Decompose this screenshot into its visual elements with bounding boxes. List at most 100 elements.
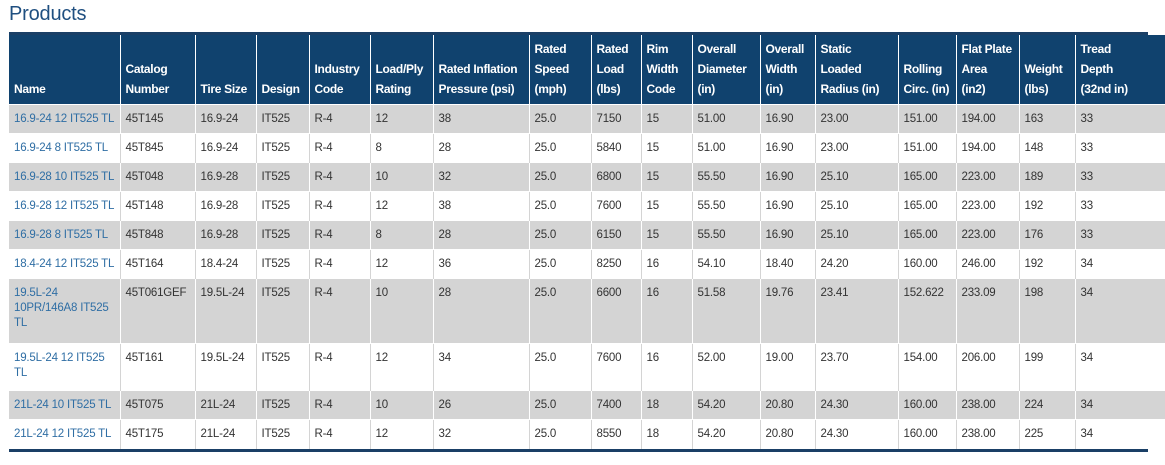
column-header-rim-width-code[interactable]: Rim Width Code: [641, 35, 693, 105]
column-header-label: Design: [261, 82, 301, 96]
column-header-overall-width[interactable]: Overall Width (in): [760, 35, 816, 105]
cell-rolling-circ: 154.00: [898, 343, 957, 391]
cell-overall-diameter: 51.00: [692, 133, 761, 163]
column-header-industry-code[interactable]: Industry Code: [309, 35, 371, 105]
cell-catalog-number: 45T175: [120, 419, 196, 449]
cell-flat-plate-area: 194.00: [956, 133, 1020, 163]
cell-overall-width: 16.90: [760, 191, 816, 221]
table-row[interactable]: 16.9-28 8 IT525 TL 45T848 16.9-28 IT525 R-4 8…: [9, 220, 1165, 250]
table-row[interactable]: 16.9-24 8 IT525 TL 45T845 16.9-24 IT525 R-4 8…: [9, 133, 1165, 163]
cell-catalog-number: 45T161: [120, 343, 196, 391]
column-header-label: (32nd in): [1080, 82, 1129, 96]
cell-overall-width: 16.90: [760, 133, 816, 163]
column-header-load-ply-rating[interactable]: Load/Ply Rating: [370, 35, 434, 105]
column-header-rated-load[interactable]: Rated Load (lbs): [591, 35, 642, 105]
table-row[interactable]: 16.9-24 12 IT525 TL 45T145 16.9-24 IT525 R-4…: [9, 104, 1165, 134]
cell-rated-inflation-pressure: 38: [433, 104, 530, 134]
cell-catalog-number: 45T148: [120, 191, 196, 221]
cell-load-ply-rating: 12: [370, 191, 434, 221]
product-name-link[interactable]: 16.9-28 10 IT525 TL: [9, 162, 121, 192]
column-header-rolling-circ[interactable]: Rolling Circ. (in): [898, 35, 957, 105]
product-name-link[interactable]: 21L-24 10 IT525 TL: [9, 390, 121, 420]
cell-load-ply-rating: 12: [370, 249, 434, 279]
column-header-flat-plate-area[interactable]: Flat Plate Area (in2): [956, 35, 1020, 105]
column-header-label: Rim: [646, 42, 669, 56]
column-header-name[interactable]: Name: [9, 35, 121, 105]
cell-tread-depth: 34: [1075, 343, 1165, 391]
product-name-link[interactable]: 19.5L-24 12 IT525 TL: [9, 343, 121, 391]
cell-rolling-circ: 165.00: [898, 220, 957, 250]
cell-tread-depth: 33: [1075, 220, 1165, 250]
cell-rated-inflation-pressure: 28: [433, 278, 530, 344]
cell-rated-load: 8550: [591, 419, 642, 449]
product-name-link[interactable]: 16.9-28 12 IT525 TL: [9, 191, 121, 221]
cell-tread-depth: 33: [1075, 191, 1165, 221]
cell-weight: 199: [1019, 343, 1076, 391]
column-header-label: Rated Inflation: [438, 62, 518, 76]
cell-overall-diameter: 51.58: [692, 278, 761, 344]
cell-load-ply-rating: 10: [370, 278, 434, 344]
cell-tire-size: 21L-24: [195, 419, 257, 449]
column-header-label: Name: [14, 82, 46, 96]
cell-overall-diameter: 54.20: [692, 390, 761, 420]
table-row[interactable]: 19.5L-24 10PR/146A8 IT525 TL 45T061GEF 19.…: [9, 278, 1165, 344]
table-row[interactable]: 16.9-28 12 IT525 TL 45T148 16.9-28 IT525 R-4…: [9, 191, 1165, 221]
cell-flat-plate-area: 233.09: [956, 278, 1020, 344]
column-header-label: Radius (in): [820, 82, 880, 96]
product-name-link[interactable]: 21L-24 12 IT525 TL: [9, 419, 121, 449]
column-header-tire-size[interactable]: Tire Size: [195, 35, 257, 105]
column-header-catalog-number[interactable]: Catalog Number: [120, 35, 196, 105]
product-name-link[interactable]: 16.9-28 8 IT525 TL: [9, 220, 121, 250]
cell-rated-inflation-pressure: 28: [433, 133, 530, 163]
cell-industry-code: R-4: [309, 390, 371, 420]
column-header-weight[interactable]: Weight (lbs): [1019, 35, 1076, 105]
column-header-label: Code: [646, 82, 676, 96]
table-row[interactable]: 18.4-24 12 IT525 TL 45T164 18.4-24 IT525 R-4…: [9, 249, 1165, 279]
table-row[interactable]: 21L-24 12 IT525 TL 45T175 21L-24 IT525 R-4 12…: [9, 419, 1165, 449]
cell-rated-speed: 25.0: [529, 162, 592, 192]
cell-tire-size: 16.9-24: [195, 133, 257, 163]
column-header-label: Code: [314, 82, 344, 96]
column-header-label: Rating: [375, 82, 412, 96]
cell-overall-diameter: 55.50: [692, 162, 761, 192]
cell-rated-speed: 25.0: [529, 390, 592, 420]
cell-rated-load: 6800: [591, 162, 642, 192]
cell-rated-inflation-pressure: 32: [433, 419, 530, 449]
cell-design: IT525: [256, 104, 310, 134]
column-header-static-loaded-radius[interactable]: Static Loaded Radius (in): [815, 35, 899, 105]
cell-industry-code: R-4: [309, 343, 371, 391]
cell-rolling-circ: 152.622: [898, 278, 957, 344]
column-header-label: Pressure (psi): [438, 82, 515, 96]
cell-overall-diameter: 55.50: [692, 220, 761, 250]
cell-overall-width: 20.80: [760, 419, 816, 449]
column-header-design[interactable]: Design: [256, 35, 310, 105]
cell-catalog-number: 45T848: [120, 220, 196, 250]
column-header-overall-diameter[interactable]: Overall Diameter (in): [692, 35, 761, 105]
column-header-rated-speed[interactable]: Rated Speed (mph): [529, 35, 592, 105]
cell-rated-load: 8250: [591, 249, 642, 279]
cell-rated-load: 7600: [591, 343, 642, 391]
cell-overall-width: 20.80: [760, 390, 816, 420]
cell-rim-width-code: 16: [641, 343, 693, 391]
column-header-label: Static: [820, 42, 852, 56]
column-header-label: (mph): [534, 82, 567, 96]
product-name-link[interactable]: 16.9-24 12 IT525 TL: [9, 104, 121, 134]
product-name-link[interactable]: 18.4-24 12 IT525 TL: [9, 249, 121, 279]
cell-overall-diameter: 55.50: [692, 191, 761, 221]
product-name-link[interactable]: 19.5L-24 10PR/146A8 IT525 TL: [9, 278, 121, 344]
cell-industry-code: R-4: [309, 419, 371, 449]
cell-tire-size: 19.5L-24: [195, 278, 257, 344]
cell-rim-width-code: 16: [641, 249, 693, 279]
table-row[interactable]: 16.9-28 10 IT525 TL 45T048 16.9-28 IT525 R-4…: [9, 162, 1165, 192]
table-row[interactable]: 21L-24 10 IT525 TL 45T075 21L-24 IT525 R-4 10…: [9, 390, 1165, 420]
column-header-tread-depth[interactable]: Tread Depth (32nd in): [1075, 35, 1165, 105]
column-header-rated-inflation-pressure[interactable]: Rated Inflation Pressure (psi): [433, 35, 530, 105]
cell-flat-plate-area: 238.00: [956, 390, 1020, 420]
column-header-label: Diameter: [697, 62, 747, 76]
cell-overall-width: 19.76: [760, 278, 816, 344]
cell-industry-code: R-4: [309, 133, 371, 163]
table-row[interactable]: 19.5L-24 12 IT525 TL 45T161 19.5L-24 IT525 R…: [9, 343, 1165, 391]
product-name-link[interactable]: 16.9-24 8 IT525 TL: [9, 133, 121, 163]
cell-overall-width: 18.40: [760, 249, 816, 279]
cell-industry-code: R-4: [309, 249, 371, 279]
